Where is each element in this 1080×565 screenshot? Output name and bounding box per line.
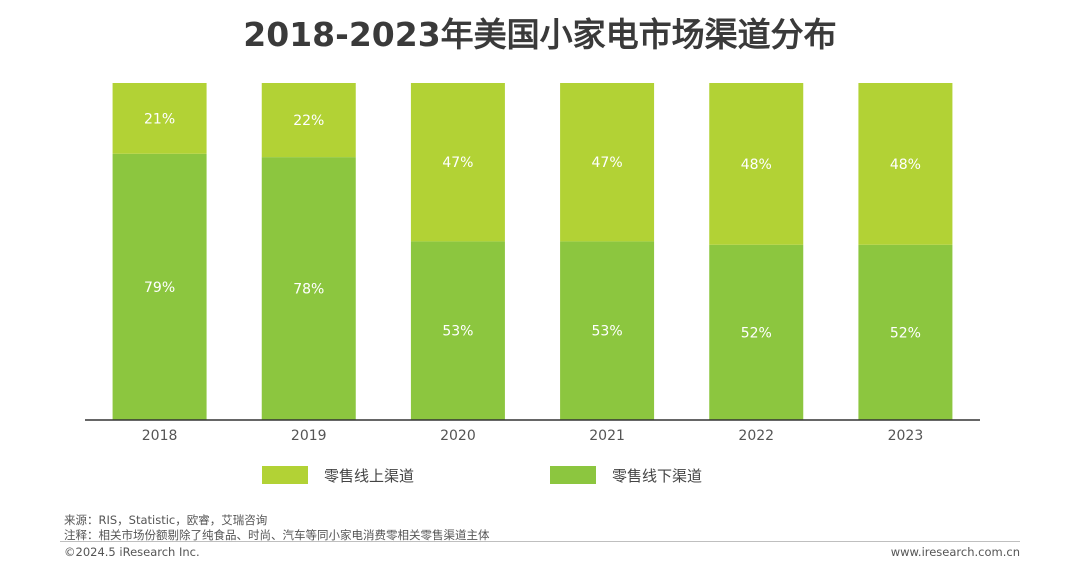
bar-offline-2018 <box>112 153 207 420</box>
bar-offline-2022 <box>709 244 804 420</box>
data-label-offline-2020: 53% <box>442 324 473 340</box>
x-tick-label-2023: 2023 <box>888 428 924 444</box>
legend-swatch-online <box>262 466 308 484</box>
data-label-online-2021: 47% <box>592 155 623 171</box>
bar-offline-2020 <box>410 241 505 420</box>
bar-offline-2023 <box>858 244 953 420</box>
x-tick-label-2022: 2022 <box>738 428 774 444</box>
data-label-offline-2022: 52% <box>741 325 772 341</box>
chart-title: 2018-2023年美国小家电市场渠道分布 <box>243 15 837 54</box>
footer-divider <box>60 541 1020 542</box>
bar-online-2018 <box>112 83 207 154</box>
website-link[interactable]: www.iresearch.com.cn <box>890 545 1020 559</box>
data-label-offline-2018: 79% <box>144 280 175 296</box>
stacked-bar-chart: 79% 21% 2018 78% 22% 2019 53% 47% 2020 53% 47% 2021… <box>85 83 980 485</box>
bar-online-2022 <box>709 83 804 245</box>
annotation-note: 注释：相关市场份额剔除了纯食品、时尚、汽车等同小家电消费零相关零售渠道主体 <box>64 528 490 542</box>
data-label-offline-2023: 52% <box>890 325 921 341</box>
x-tick-label-2020: 2020 <box>440 428 476 444</box>
bar-offline-2021 <box>560 241 655 420</box>
bar-online-2019 <box>261 83 356 158</box>
x-tick-label-2018: 2018 <box>142 428 178 444</box>
data-label-online-2019: 22% <box>293 113 324 129</box>
data-label-online-2023: 48% <box>890 157 921 173</box>
data-label-offline-2019: 78% <box>293 282 324 298</box>
bar-offline-2019 <box>261 157 356 420</box>
copyright-text: ©2024.5 iResearch Inc. <box>64 545 200 559</box>
source-note: 来源：RIS，Statistic，欧睿，艾瑞咨询 <box>64 513 268 527</box>
bar-online-2021 <box>560 83 655 242</box>
x-tick-label-2021: 2021 <box>589 428 625 444</box>
legend-swatch-offline <box>550 466 596 484</box>
data-label-online-2022: 48% <box>741 157 772 173</box>
data-label-online-2018: 21% <box>144 111 175 127</box>
legend-label-offline: 零售线下渠道 <box>612 467 702 485</box>
bar-online-2023 <box>858 83 953 245</box>
x-tick-label-2019: 2019 <box>291 428 327 444</box>
data-label-offline-2021: 53% <box>592 324 623 340</box>
legend-label-online: 零售线上渠道 <box>324 467 414 485</box>
bar-online-2020 <box>410 83 505 242</box>
data-label-online-2020: 47% <box>442 155 473 171</box>
